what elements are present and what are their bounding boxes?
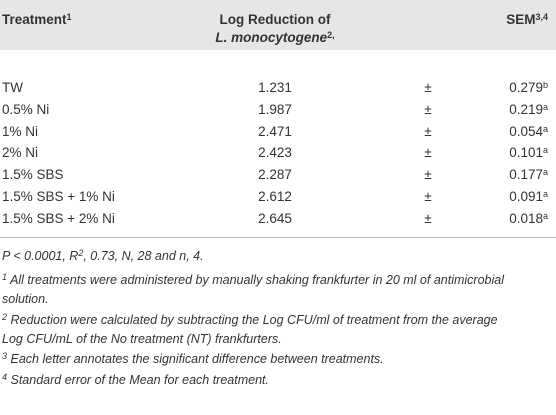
- footnote-line: 2 Reduction were calculated by subtracti…: [2, 312, 498, 328]
- footnote-line: Log CFU/mL of the No treatment (NT) fran…: [2, 331, 282, 347]
- treatment-cell: 2% Ni: [2, 145, 39, 161]
- sem-cell: 0.177a: [509, 167, 548, 183]
- plus-minus-cell: ±: [424, 210, 432, 226]
- plus-minus-cell: ±: [424, 167, 432, 183]
- treatment-cell: 0.5% Ni: [2, 101, 50, 117]
- footnote-marker: 3: [2, 351, 8, 361]
- treatment-cell: 1.5% SBS + 2% Ni: [2, 210, 115, 226]
- footnote-text: Standard error of the Mean for each trea…: [10, 372, 269, 387]
- header-sup: 2,: [327, 30, 335, 40]
- sem-letter: b: [542, 80, 548, 90]
- footnote-text: All treatments were administered by manu…: [10, 273, 504, 287]
- plus-minus-cell: ±: [424, 123, 432, 139]
- sem-letter: a: [542, 210, 548, 221]
- log-reduction-cell: 1.231: [258, 80, 292, 95]
- sem-letter: a: [542, 189, 548, 199]
- sem-value: 0.054: [509, 123, 543, 139]
- footnote-text: Reduction were calculated by subtracting…: [10, 312, 498, 327]
- footnote-line: 1 All treatments were administered by ma…: [2, 272, 504, 288]
- note-sup: 2: [78, 248, 84, 258]
- header-text: SEM: [506, 12, 536, 27]
- log-reduction-cell: 2.471: [258, 123, 292, 139]
- sem-letter: a: [542, 167, 548, 178]
- footnote-line: 3 Each letter annotates the significant …: [2, 351, 384, 367]
- log-reduction-cell: 2.287: [258, 167, 292, 183]
- treatment-cell: 1.5% SBS + 1% Ni: [2, 189, 115, 204]
- footnote-marker: 1: [2, 272, 8, 282]
- treatment-cell: TW: [2, 80, 23, 95]
- footnote-line: solution.: [2, 291, 49, 307]
- log-reduction-cell: 2.612: [258, 189, 292, 204]
- header-text: Log Reduction of: [219, 12, 331, 27]
- sem-value: 0.091: [509, 189, 543, 204]
- plus-minus-cell: ±: [424, 80, 432, 95]
- header-sem: SEM3,4: [506, 12, 548, 28]
- note-text: P < 0.0001, R: [2, 249, 79, 263]
- sem-cell: 0.101a: [509, 145, 548, 161]
- header-sup: 1: [66, 12, 72, 22]
- sem-cell: 0.054a: [509, 124, 548, 140]
- sem-value: 0.101: [509, 145, 543, 161]
- plus-minus-cell: ±: [424, 145, 432, 161]
- treatment-cell: 1% Ni: [2, 123, 39, 139]
- footnote-text: Log CFU/mL of the No treatment (NT) fran…: [2, 331, 282, 346]
- plus-minus-cell: ±: [424, 189, 432, 204]
- footnote-text: solution.: [2, 292, 49, 306]
- sem-cell: 0.219a: [509, 102, 548, 118]
- log-reduction-cell: 1.987: [258, 101, 292, 117]
- sem-cell: 0.091a: [509, 189, 548, 205]
- plus-minus-cell: ±: [424, 101, 432, 117]
- header-text: Treatment: [2, 12, 67, 27]
- note-text: , 0.73, N, 28 and n, 4.: [83, 249, 204, 263]
- sem-value: 0.177: [509, 167, 543, 183]
- header-log: Log Reduction of: [200, 12, 350, 28]
- sem-value: 0.279: [509, 80, 543, 95]
- log-reduction-cell: 2.423: [258, 145, 292, 161]
- header-band: [0, 0, 556, 50]
- log-reduction-cell: 2.645: [258, 210, 292, 226]
- sem-value: 0.219: [509, 101, 543, 117]
- table-rule: [0, 237, 556, 238]
- footnote-line: 4 Standard error of the Mean for each tr…: [2, 372, 269, 388]
- treatment-cell: 1.5% SBS: [2, 167, 64, 183]
- stats-note: P < 0.0001, R2, 0.73, N, 28 and n, 4.: [2, 248, 204, 264]
- sem-letter: a: [542, 145, 548, 156]
- header-log-2: L. monocytogene2,: [175, 30, 375, 46]
- sem-value: 0.018: [509, 210, 543, 226]
- footnote-marker: 4: [2, 371, 8, 382]
- sem-letter: a: [542, 123, 548, 134]
- header-sup: 3,4: [535, 12, 548, 22]
- header-treatment: Treatment1: [2, 12, 72, 28]
- sem-letter: a: [542, 101, 548, 112]
- sem-cell: 0.018a: [509, 211, 548, 227]
- footnote-marker: 2: [2, 311, 8, 322]
- sem-cell: 0.279b: [509, 80, 548, 96]
- footnote-text: Each letter annotates the significant di…: [10, 352, 384, 366]
- header-text: L. monocytogene: [215, 30, 328, 45]
